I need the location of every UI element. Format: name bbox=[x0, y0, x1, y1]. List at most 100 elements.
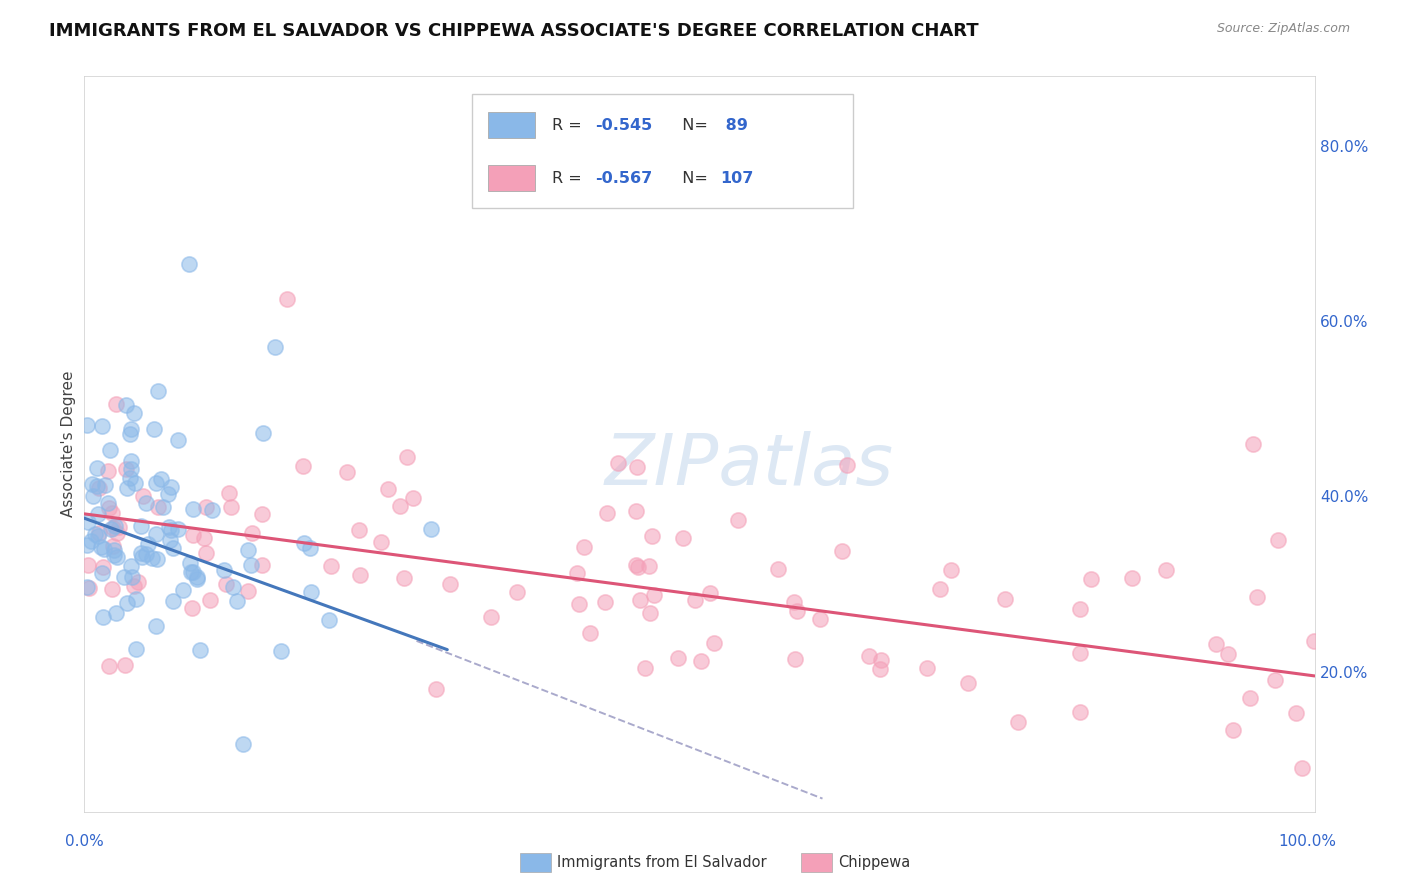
FancyBboxPatch shape bbox=[488, 165, 534, 192]
Text: Immigrants from El Salvador: Immigrants from El Salvador bbox=[557, 855, 766, 870]
Point bbox=[370, 535, 392, 549]
Point bbox=[129, 519, 152, 533]
Point bbox=[276, 292, 298, 306]
Point bbox=[572, 540, 595, 554]
Y-axis label: Associate's Degree: Associate's Degree bbox=[60, 370, 76, 517]
Point bbox=[783, 652, 806, 666]
Point bbox=[419, 522, 441, 536]
Point bbox=[377, 482, 399, 496]
Point bbox=[86, 479, 108, 493]
Point bbox=[222, 580, 245, 594]
Point bbox=[159, 533, 181, 548]
Point bbox=[643, 589, 665, 603]
Point bbox=[115, 481, 138, 495]
Point bbox=[179, 556, 201, 570]
Text: -0.545: -0.545 bbox=[595, 118, 652, 133]
Point bbox=[627, 560, 650, 574]
Point bbox=[596, 506, 619, 520]
Point bbox=[212, 563, 235, 577]
Point bbox=[91, 559, 114, 574]
Point bbox=[626, 460, 648, 475]
Point bbox=[145, 475, 167, 490]
Text: N=: N= bbox=[672, 118, 709, 133]
Point bbox=[120, 462, 142, 476]
Point bbox=[1205, 637, 1227, 651]
Point bbox=[637, 559, 659, 574]
Text: 0.0%: 0.0% bbox=[65, 834, 104, 848]
Point bbox=[634, 661, 657, 675]
Point bbox=[607, 456, 630, 470]
Point bbox=[699, 586, 721, 600]
Point bbox=[299, 585, 322, 599]
Point bbox=[291, 458, 314, 473]
Point bbox=[103, 521, 125, 535]
Point bbox=[145, 527, 167, 541]
Point bbox=[98, 500, 121, 515]
Point bbox=[90, 540, 112, 554]
Point bbox=[80, 477, 103, 491]
Point bbox=[1239, 691, 1261, 706]
Point bbox=[236, 584, 259, 599]
Point bbox=[194, 546, 217, 560]
Point bbox=[103, 548, 125, 562]
Point bbox=[232, 737, 254, 751]
Point bbox=[98, 442, 121, 457]
Point bbox=[131, 549, 153, 564]
Point bbox=[1121, 571, 1143, 585]
Point bbox=[252, 558, 274, 572]
Point bbox=[120, 422, 142, 436]
FancyBboxPatch shape bbox=[488, 112, 534, 138]
Point bbox=[76, 538, 98, 552]
Point bbox=[766, 562, 789, 576]
Point bbox=[1303, 633, 1326, 648]
Point bbox=[201, 503, 224, 517]
Point bbox=[124, 579, 146, 593]
Point bbox=[389, 499, 412, 513]
Point bbox=[869, 652, 891, 666]
Point bbox=[336, 465, 359, 479]
Point bbox=[124, 476, 146, 491]
Point bbox=[108, 520, 131, 534]
Point bbox=[97, 658, 120, 673]
Point bbox=[727, 513, 749, 527]
Point bbox=[180, 601, 202, 615]
Point bbox=[808, 612, 831, 626]
Text: -0.567: -0.567 bbox=[595, 170, 652, 186]
Point bbox=[120, 471, 142, 485]
Point bbox=[626, 504, 648, 518]
Text: Source: ZipAtlas.com: Source: ZipAtlas.com bbox=[1216, 22, 1350, 36]
Point bbox=[100, 522, 122, 536]
Point bbox=[183, 565, 205, 579]
Text: 89: 89 bbox=[720, 118, 748, 133]
Point bbox=[114, 461, 136, 475]
Point bbox=[1154, 563, 1177, 577]
Point bbox=[1222, 723, 1244, 737]
Point bbox=[103, 543, 125, 558]
Point bbox=[87, 525, 110, 540]
Point bbox=[858, 649, 880, 664]
Point bbox=[219, 500, 242, 514]
Point bbox=[162, 594, 184, 608]
Point bbox=[121, 570, 143, 584]
Point bbox=[127, 574, 149, 589]
Point bbox=[135, 496, 157, 510]
Point bbox=[195, 500, 218, 515]
Point bbox=[595, 595, 617, 609]
Point bbox=[188, 642, 211, 657]
Point bbox=[1007, 714, 1029, 729]
Point bbox=[392, 571, 415, 585]
Point bbox=[82, 489, 104, 503]
Point bbox=[1069, 646, 1091, 660]
Text: R =: R = bbox=[553, 170, 586, 186]
Point bbox=[135, 547, 157, 561]
Point bbox=[226, 594, 249, 608]
Point bbox=[786, 604, 808, 618]
Point bbox=[252, 425, 274, 440]
Point bbox=[1264, 673, 1286, 688]
Point bbox=[76, 417, 98, 432]
Point bbox=[120, 559, 142, 574]
Point bbox=[193, 531, 215, 545]
Point bbox=[638, 606, 661, 620]
Text: Chippewa: Chippewa bbox=[838, 855, 910, 870]
Point bbox=[148, 500, 170, 515]
